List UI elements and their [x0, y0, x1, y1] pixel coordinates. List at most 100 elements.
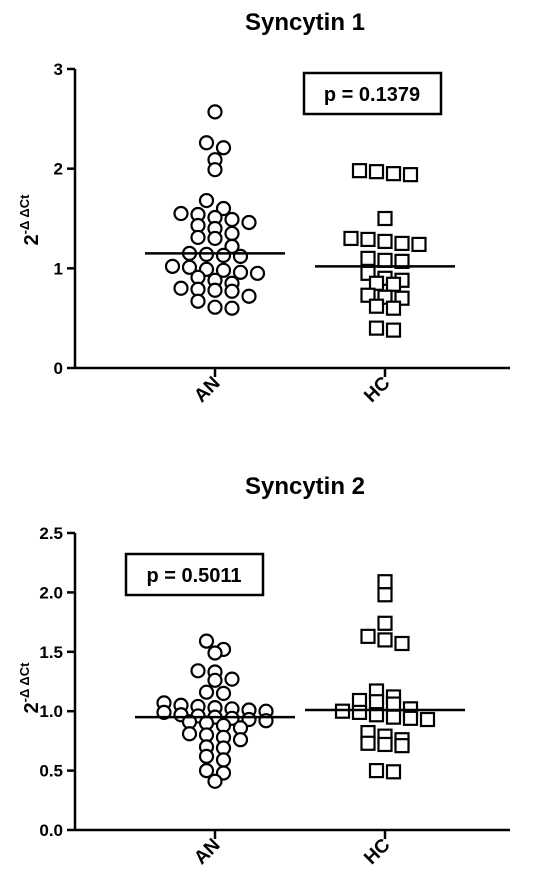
- data-point-an: [181, 726, 198, 742]
- data-point-hc: [377, 574, 393, 590]
- data-point-an: [224, 671, 240, 687]
- y-tick-label: 3: [54, 60, 63, 79]
- chart-panel-syncytin-2: Syncytin 2 2-Δ ΔCt 0.0 0.5 1.0 1.5 2.0 2.5 AN H…: [0, 444, 550, 888]
- chart-panel-syncytin-1: Syncytin 1 2-Δ ΔCt 0 1 2 3 AN HC p = 0.1379: [17, 9, 510, 407]
- data-point-an: [215, 140, 232, 156]
- y-tick-label: 2.5: [39, 524, 63, 543]
- data-point-hc: [385, 300, 402, 316]
- x-tick-label: HC: [360, 372, 394, 406]
- data-point-hc: [402, 167, 419, 183]
- data-point-hc: [385, 166, 402, 182]
- data-point-hc: [368, 707, 385, 723]
- plot-area: 0.0 0.5 1.0 1.5 2.0 2.5 AN HC: [39, 524, 510, 869]
- data-point-hc: [385, 322, 402, 338]
- data-point-an: [207, 672, 223, 688]
- chart-title: Syncytin 2: [245, 473, 365, 500]
- data-point-hc: [360, 287, 376, 303]
- data-point-an: [198, 684, 215, 700]
- data-point-an: [224, 283, 240, 299]
- data-point-hc: [360, 231, 376, 248]
- data-point-hc: [377, 252, 393, 268]
- y-axis-label-exponent: -Δ ΔCt: [17, 662, 32, 703]
- y-tick-label: 1.0: [39, 702, 63, 721]
- data-point-hc: [385, 709, 402, 725]
- p-value-box: [124, 552, 265, 597]
- data-point-an: [215, 685, 232, 701]
- data-point-hc: [394, 253, 410, 269]
- data-point-hc: [368, 164, 385, 180]
- data-point-an: [207, 299, 223, 315]
- data-point-an: [207, 645, 223, 661]
- data-point-an: [207, 162, 223, 178]
- y-axis-label-base: 2: [21, 234, 43, 245]
- y-tick-label: 1.5: [39, 643, 63, 662]
- data-point-hc: [394, 738, 410, 754]
- y-tick-label: 2.0: [39, 583, 63, 602]
- y-axis-label: 2-Δ ΔCt: [17, 194, 43, 246]
- data-point-hc: [385, 276, 402, 292]
- y-axis-label: 2-Δ ΔCt: [17, 662, 43, 714]
- data-point-hc: [419, 711, 436, 728]
- data-point-hc: [368, 320, 385, 336]
- data-point-an: [241, 214, 257, 231]
- data-point-an: [198, 633, 215, 649]
- data-point-hc: [368, 298, 385, 314]
- data-point-hc: [360, 250, 376, 266]
- data-point-an: [207, 230, 223, 247]
- data-point-hc: [377, 587, 393, 603]
- data-point-hc: [368, 694, 385, 710]
- data-point-an: [207, 104, 223, 120]
- data-point-hc: [377, 233, 393, 250]
- data-point-an: [198, 192, 215, 209]
- data-point-hc: [368, 275, 385, 291]
- chart-svg-syncytin-2: Syncytin 2 2-Δ ΔCt 0.0 0.5 1.0 1.5 2.0 2.5 AN H…: [17, 473, 510, 869]
- svg-text:2-Δ ΔCt: 2-Δ ΔCt: [17, 194, 43, 246]
- data-point-an: [156, 704, 172, 720]
- data-point-hc: [351, 163, 368, 179]
- y-axis-label-exponent: -Δ ΔCt: [17, 194, 32, 235]
- y-tick-label: 0.5: [39, 762, 63, 781]
- data-point-an: [241, 288, 257, 304]
- p-value-text: p = 0.5011: [146, 565, 241, 587]
- data-point-an: [207, 282, 223, 298]
- y-tick-label: 1: [54, 259, 63, 278]
- data-point-an: [215, 247, 232, 263]
- data-point-an: [249, 265, 266, 281]
- y-tick-label: 0.0: [39, 821, 63, 840]
- y-tick-label: 2: [54, 160, 63, 179]
- data-point-hc: [377, 615, 393, 631]
- chart-title: Syncytin 1: [245, 9, 365, 36]
- p-value-annotation: p = 0.1379: [302, 71, 443, 116]
- data-point-an: [224, 225, 240, 242]
- data-point-hc: [343, 230, 359, 247]
- data-point-an: [215, 752, 232, 768]
- data-point-an: [215, 200, 232, 217]
- data-point-hc: [377, 210, 393, 227]
- data-point-hc: [368, 763, 385, 779]
- data-point-an: [190, 663, 206, 679]
- data-point-hc: [402, 710, 419, 726]
- data-point-an: [224, 300, 240, 316]
- data-point-hc: [411, 236, 427, 253]
- data-point-hc: [377, 736, 393, 753]
- data-point-hc: [394, 235, 410, 252]
- p-value-annotation: p = 0.5011: [124, 552, 265, 597]
- data-point-an: [198, 748, 215, 764]
- y-tick-label: 0: [54, 359, 63, 378]
- data-point-an: [190, 229, 206, 246]
- x-tick-label: HC: [360, 834, 394, 868]
- data-point-an: [232, 264, 249, 280]
- x-tick-label: AN: [190, 835, 224, 869]
- svg-text:2-Δ ΔCt: 2-Δ ΔCt: [17, 662, 43, 714]
- data-point-an: [207, 773, 223, 789]
- data-point-hc: [360, 628, 376, 644]
- data-point-an: [215, 262, 232, 278]
- data-point-hc: [394, 635, 410, 652]
- data-point-an: [173, 205, 189, 222]
- data-point-hc: [385, 764, 402, 780]
- data-point-an: [198, 135, 215, 151]
- data-point-hc: [377, 632, 393, 648]
- data-point-hc: [385, 696, 402, 712]
- x-tick-label: AN: [190, 373, 224, 407]
